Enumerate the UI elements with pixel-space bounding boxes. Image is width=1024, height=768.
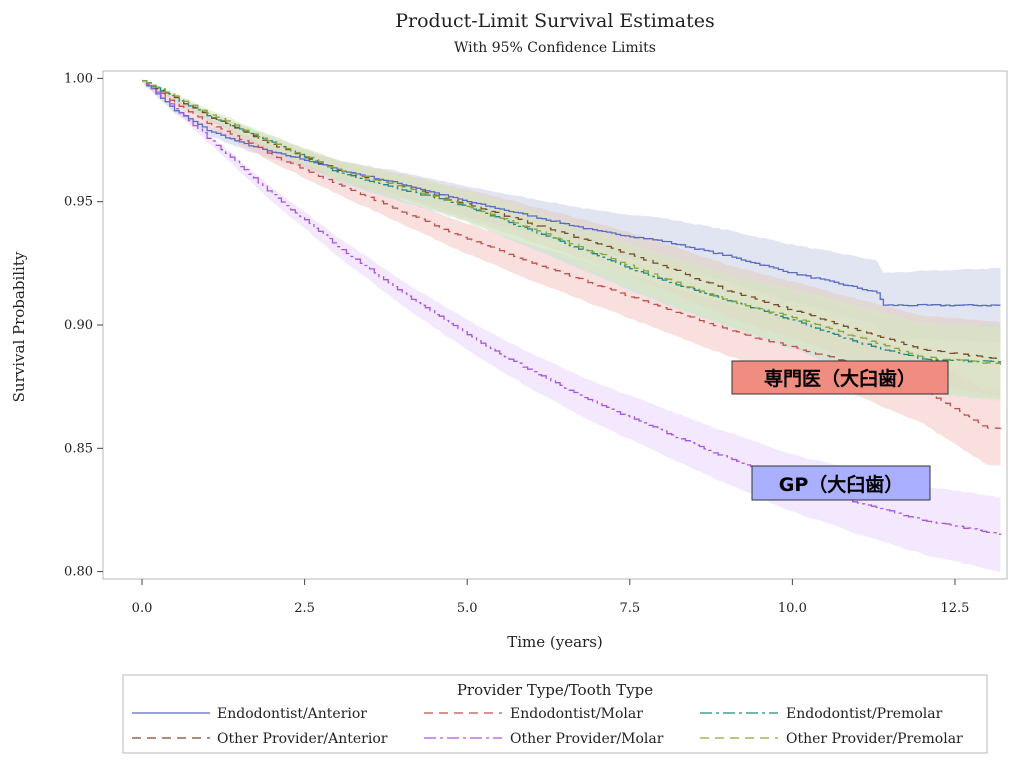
legend-box — [122, 674, 988, 754]
x-tick-label: 0.0 — [132, 601, 153, 616]
legend-item: Endodontist/Anterior — [132, 706, 367, 722]
survival-curves — [142, 80, 1002, 535]
y-axis-label: Survival Probability — [10, 251, 28, 402]
y-tick-label: 0.80 — [64, 565, 93, 580]
y-tick-label: 0.85 — [64, 441, 93, 456]
chart-subtitle: With 95% Confidence Limits — [454, 40, 656, 56]
legend-label: Endodontist/Anterior — [217, 706, 367, 722]
y-tick-label: 0.95 — [64, 195, 93, 210]
annotation-text: 専門医（大臼歯） — [764, 367, 916, 390]
x-tick-label: 2.5 — [294, 601, 315, 616]
legend-label: Endodontist/Premolar — [786, 706, 943, 722]
x-tick-label: 12.5 — [940, 601, 969, 616]
legend-item: Other Provider/Molar — [424, 731, 664, 747]
chart-title: Product-Limit Survival Estimates — [395, 10, 715, 32]
legend-label: Other Provider/Premolar — [786, 731, 963, 747]
legend-label: Other Provider/Anterior — [217, 731, 388, 747]
y-tick-label: 1.00 — [64, 71, 93, 86]
ci-band — [142, 79, 1001, 573]
ci-band — [142, 79, 1001, 343]
legend-title: Provider Type/Tooth Type — [457, 681, 653, 699]
legend-label: Other Provider/Molar — [510, 731, 664, 747]
x-tick-label: 7.5 — [619, 601, 640, 616]
annotation-box — [751, 465, 931, 501]
legend-item: Endodontist/Molar — [424, 706, 643, 722]
legend-item: Other Provider/Premolar — [700, 731, 963, 747]
legend: Provider Type/Tooth Type Endodontist/Ant… — [122, 674, 988, 754]
annotation-text: GP（大臼歯） — [779, 473, 904, 496]
legend-item: Endodontist/Premolar — [700, 706, 943, 722]
x-axis-label: Time (years) — [507, 633, 603, 651]
x-axis: 0.0 2.5 5.0 7.5 10.0 12.5 — [132, 579, 969, 616]
series-line — [142, 80, 1002, 535]
annotation-specialist-molar: 専門医（大臼歯） — [731, 360, 949, 395]
annotation-box — [731, 360, 949, 395]
series-line — [142, 80, 1001, 307]
series-line — [142, 80, 1002, 365]
legend-item: Other Provider/Anterior — [132, 731, 388, 747]
y-tick-label: 0.90 — [64, 318, 93, 333]
annotation-gp-molar: GP（大臼歯） — [751, 465, 931, 501]
x-tick-label: 10.0 — [778, 601, 807, 616]
x-tick-label: 5.0 — [457, 601, 478, 616]
ci-band — [142, 79, 1001, 403]
legend-label: Endodontist/Molar — [510, 706, 643, 722]
y-axis: 0.80 0.85 0.90 0.95 1.00 — [64, 71, 103, 580]
